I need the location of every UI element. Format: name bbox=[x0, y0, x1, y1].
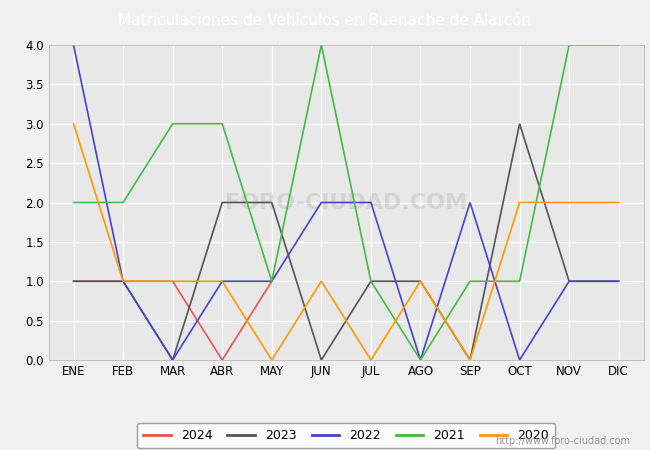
Text: Matriculaciones de Vehiculos en Buenache de Alarcón: Matriculaciones de Vehiculos en Buenache… bbox=[118, 13, 532, 28]
Text: http://www.foro-ciudad.com: http://www.foro-ciudad.com bbox=[495, 436, 630, 446]
Text: FORO-CIUDAD.COM: FORO-CIUDAD.COM bbox=[225, 193, 467, 212]
Legend: 2024, 2023, 2022, 2021, 2020: 2024, 2023, 2022, 2021, 2020 bbox=[137, 423, 555, 448]
